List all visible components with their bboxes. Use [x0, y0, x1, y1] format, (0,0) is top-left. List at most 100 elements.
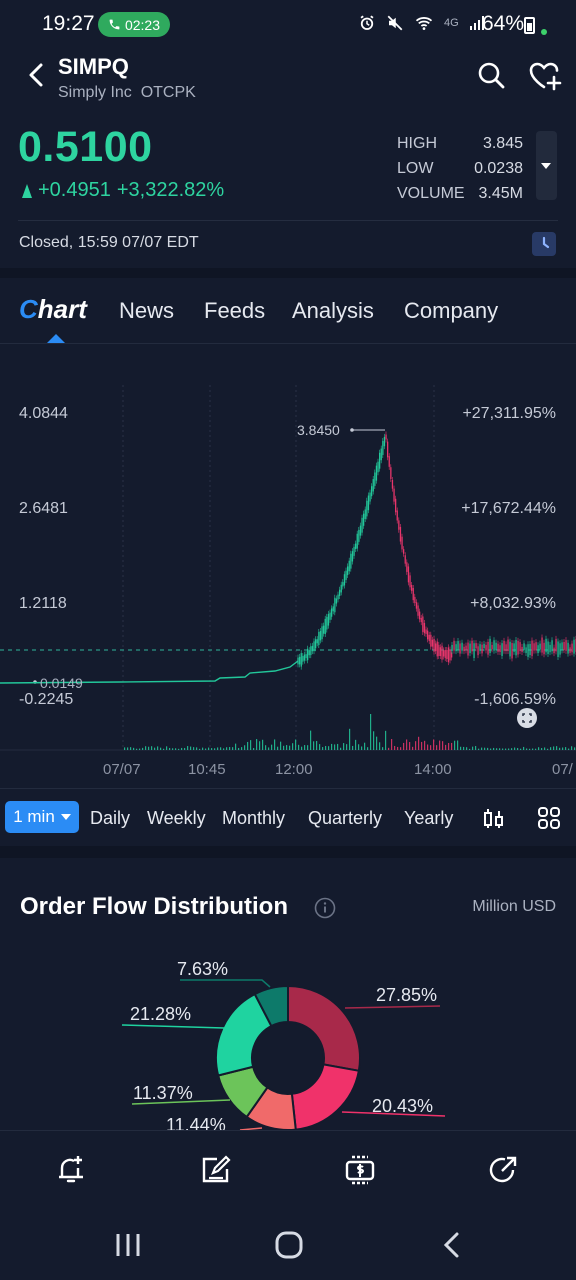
- candle: [401, 536, 403, 550]
- volume-bar: [523, 746, 525, 750]
- recent-apps-icon[interactable]: [114, 1230, 142, 1260]
- volume-bar: [445, 744, 447, 750]
- volume-bar: [337, 743, 339, 750]
- tab-company[interactable]: Company: [404, 298, 499, 323]
- volume-bar: [169, 747, 171, 750]
- tab-chart[interactable]: Chart: [19, 294, 87, 325]
- system-back-icon[interactable]: [438, 1230, 466, 1260]
- period-yearly[interactable]: Yearly: [404, 808, 454, 828]
- candle: [340, 584, 342, 593]
- candle: [487, 641, 489, 655]
- time-axis-label: 12:00: [275, 761, 313, 778]
- search-icon[interactable]: [476, 60, 506, 90]
- volume-bar: [469, 748, 471, 750]
- volume-bar: [223, 748, 225, 750]
- candle: [351, 551, 354, 562]
- market-status: Closed, 15:59 07/07 EDT: [19, 234, 199, 251]
- period-quarterly[interactable]: Quarterly: [308, 808, 383, 828]
- candle: [361, 517, 363, 533]
- donut-slice[interactable]: [253, 984, 289, 1028]
- candle: [507, 639, 509, 652]
- period-weekly[interactable]: Weekly: [147, 808, 206, 828]
- candle: [411, 584, 413, 591]
- leader-line: [131, 1099, 231, 1105]
- candle: [573, 639, 575, 654]
- time-axis-label: 07/: [552, 761, 573, 778]
- expand-stats-button[interactable]: [536, 131, 557, 200]
- volume-bar: [460, 746, 462, 750]
- candle: [356, 533, 358, 549]
- tab-analysis[interactable]: Analysis: [292, 298, 374, 323]
- layout-grid-icon[interactable]: [536, 805, 562, 831]
- add-watchlist-icon[interactable]: [528, 60, 562, 92]
- candle: [553, 647, 555, 654]
- volume-bar: [199, 748, 201, 750]
- volume-bar: [388, 747, 390, 750]
- ticker-symbol: SIMPQ: [58, 54, 129, 79]
- volume-bar: [481, 747, 483, 750]
- chart-canvas[interactable]: [0, 345, 576, 785]
- phone-icon: [109, 19, 120, 30]
- volume-bar: [487, 747, 489, 750]
- candle: [495, 642, 497, 651]
- volume-bar: [265, 745, 267, 750]
- volume-bar: [322, 747, 324, 750]
- candle: [446, 650, 448, 660]
- call-indicator[interactable]: 02:23: [98, 12, 170, 37]
- peak-price-label: 3.8450: [297, 422, 340, 438]
- volume-bar: [370, 714, 372, 750]
- candle: [477, 646, 479, 656]
- candle: [385, 434, 387, 440]
- percent-axis-label: -1,606.59%: [474, 691, 556, 708]
- period-monthly[interactable]: Monthly: [222, 808, 286, 828]
- candle: [447, 647, 450, 663]
- candle: [311, 645, 314, 652]
- interval-dropdown[interactable]: 1 min: [5, 801, 79, 833]
- candle: [539, 643, 541, 650]
- volume-bar: [238, 747, 240, 750]
- period-daily[interactable]: Daily: [90, 808, 131, 828]
- volume-bar: [535, 748, 537, 750]
- candle: [497, 643, 499, 652]
- order-flow-donut[interactable]: [0, 950, 576, 1130]
- volume-bar: [430, 745, 432, 750]
- volume-bar: [154, 747, 156, 750]
- volume-bar: [304, 745, 306, 750]
- volume-bar: [295, 739, 297, 750]
- tab-feeds[interactable]: Feeds: [204, 298, 266, 323]
- candle: [350, 553, 352, 569]
- candle: [318, 631, 320, 646]
- candle: [399, 526, 402, 542]
- volume-bar: [499, 748, 501, 750]
- home-icon[interactable]: [274, 1230, 304, 1260]
- trading-hours-icon[interactable]: [532, 232, 556, 256]
- slice-label: 27.85%: [376, 985, 438, 1005]
- volume-bar: [250, 740, 252, 750]
- volume-bar: [349, 728, 351, 750]
- volume-bar: [193, 747, 195, 750]
- slice-label: 20.43%: [372, 1096, 434, 1116]
- note-edit-icon[interactable]: [199, 1153, 233, 1187]
- candle: [547, 641, 549, 654]
- indicators-icon[interactable]: [481, 805, 507, 831]
- donut-slice[interactable]: [290, 1063, 361, 1130]
- candle: [422, 616, 424, 632]
- back-arrow-icon[interactable]: [22, 60, 52, 90]
- alert-add-icon[interactable]: [54, 1153, 88, 1187]
- info-icon[interactable]: [314, 897, 336, 919]
- trade-icon[interactable]: [343, 1153, 377, 1187]
- volume-bar: [448, 742, 450, 750]
- volume-bar: [328, 746, 330, 750]
- privacy-dot: [541, 29, 547, 35]
- volume-bar: [385, 730, 387, 750]
- fullscreen-icon[interactable]: [516, 707, 538, 729]
- candle: [323, 625, 325, 634]
- tab-news[interactable]: News: [119, 298, 175, 323]
- share-icon[interactable]: [486, 1153, 520, 1187]
- candle: [374, 472, 376, 486]
- price-chart[interactable]: 4.0844 2.6481 1.2118 -0.2245 +27,311.95%…: [0, 345, 576, 785]
- time-axis-label: 10:45: [188, 761, 226, 778]
- candle: [353, 546, 355, 556]
- volume-bar: [307, 745, 309, 750]
- donut-slice[interactable]: [287, 984, 361, 1072]
